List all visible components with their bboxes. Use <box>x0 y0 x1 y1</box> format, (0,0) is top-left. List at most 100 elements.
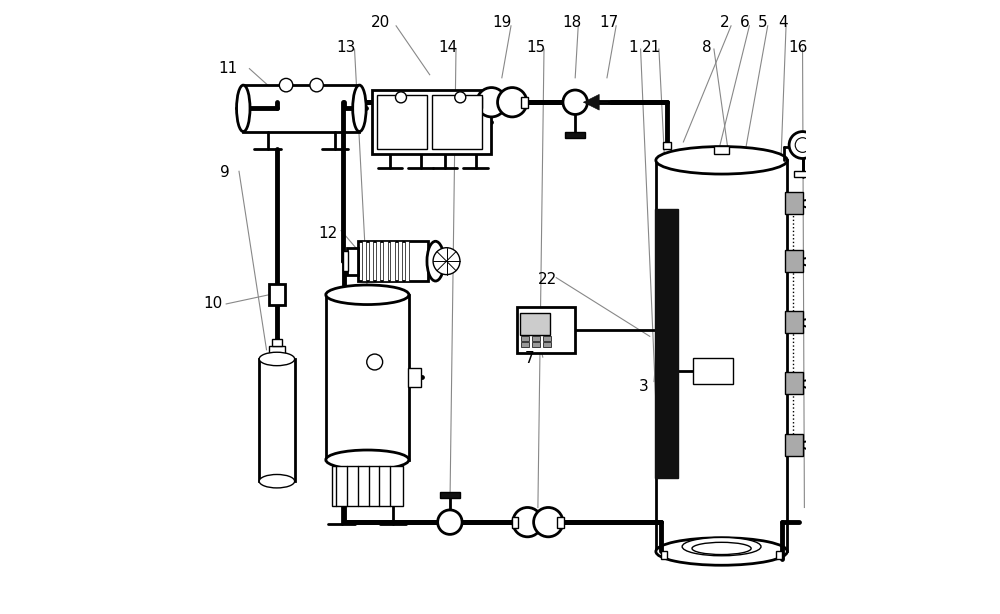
Bar <box>532 343 540 348</box>
Bar <box>390 241 395 281</box>
Bar <box>259 359 295 481</box>
Bar <box>243 85 359 131</box>
Bar <box>776 551 782 559</box>
Text: 16: 16 <box>789 40 808 55</box>
Bar <box>565 131 585 138</box>
Circle shape <box>563 90 587 114</box>
Text: 15: 15 <box>526 40 545 55</box>
Bar <box>517 307 575 353</box>
Ellipse shape <box>656 147 787 174</box>
Bar <box>398 241 402 281</box>
Text: 12: 12 <box>318 226 337 241</box>
Bar <box>372 90 491 154</box>
Bar <box>656 160 787 551</box>
Bar <box>794 171 811 177</box>
Bar <box>269 346 285 359</box>
Text: 22: 22 <box>538 272 557 287</box>
Text: 4: 4 <box>778 15 788 30</box>
Bar <box>521 343 529 348</box>
Bar <box>332 466 403 506</box>
Text: 13: 13 <box>336 40 356 55</box>
Ellipse shape <box>237 85 250 131</box>
Circle shape <box>477 88 506 117</box>
Circle shape <box>831 200 844 212</box>
Circle shape <box>433 247 460 274</box>
Bar <box>476 97 482 107</box>
Text: 20: 20 <box>371 15 390 30</box>
Circle shape <box>367 354 383 370</box>
Text: 5: 5 <box>758 15 768 30</box>
Bar <box>376 241 380 281</box>
Bar <box>557 516 564 527</box>
Bar <box>543 343 551 348</box>
Bar <box>408 368 421 387</box>
Bar <box>785 373 803 394</box>
Bar <box>785 433 803 456</box>
Bar <box>343 251 348 271</box>
Ellipse shape <box>326 450 409 470</box>
Ellipse shape <box>656 538 787 565</box>
Bar <box>383 241 388 281</box>
Bar <box>693 359 733 384</box>
Bar <box>432 95 482 149</box>
Bar <box>521 97 528 107</box>
Bar <box>785 192 803 214</box>
Bar <box>272 340 282 346</box>
Bar <box>785 311 803 333</box>
Text: 17: 17 <box>599 15 618 30</box>
Bar <box>512 516 518 527</box>
Text: 21: 21 <box>642 40 661 55</box>
Circle shape <box>395 92 406 103</box>
Bar <box>663 142 671 149</box>
Circle shape <box>831 319 844 331</box>
Bar <box>405 241 409 281</box>
Ellipse shape <box>259 475 295 488</box>
Text: 7: 7 <box>525 351 534 367</box>
Ellipse shape <box>682 537 761 556</box>
Bar <box>269 284 285 305</box>
Text: 3: 3 <box>639 379 649 394</box>
Bar <box>377 95 427 149</box>
Circle shape <box>498 88 527 117</box>
Circle shape <box>789 131 816 158</box>
Circle shape <box>831 257 844 270</box>
Ellipse shape <box>259 352 295 366</box>
Ellipse shape <box>427 241 444 281</box>
Circle shape <box>831 441 844 453</box>
Circle shape <box>455 92 466 103</box>
Circle shape <box>534 508 563 537</box>
Ellipse shape <box>326 285 409 305</box>
Text: 8: 8 <box>702 40 711 55</box>
Text: 19: 19 <box>492 15 512 30</box>
Circle shape <box>795 138 810 152</box>
Circle shape <box>438 510 462 534</box>
Bar <box>655 209 678 478</box>
Bar <box>369 241 373 281</box>
Text: 10: 10 <box>203 297 222 311</box>
Circle shape <box>310 79 323 92</box>
Text: 6: 6 <box>740 15 749 30</box>
Bar <box>714 146 729 154</box>
Bar <box>362 241 366 281</box>
Bar <box>532 336 540 341</box>
Bar <box>785 250 803 272</box>
Circle shape <box>513 508 542 537</box>
Text: 14: 14 <box>438 40 458 55</box>
Circle shape <box>831 379 844 392</box>
Text: 2: 2 <box>720 15 730 30</box>
Text: 1: 1 <box>628 40 638 55</box>
Bar <box>347 247 358 274</box>
Bar <box>521 336 529 341</box>
Ellipse shape <box>692 542 751 554</box>
Bar <box>326 295 409 460</box>
Bar <box>440 492 460 498</box>
Ellipse shape <box>353 85 366 131</box>
Text: 18: 18 <box>562 15 581 30</box>
Circle shape <box>279 79 293 92</box>
Bar <box>358 241 428 281</box>
Bar <box>661 551 667 559</box>
Text: 11: 11 <box>218 61 238 76</box>
Bar <box>520 313 550 335</box>
Text: 9: 9 <box>220 165 230 180</box>
Bar <box>543 336 551 341</box>
